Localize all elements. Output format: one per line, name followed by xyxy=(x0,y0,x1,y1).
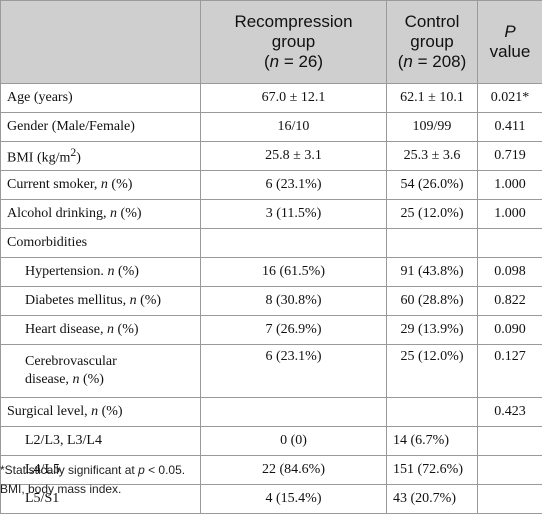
recompression-value: 4 (15.4%) xyxy=(201,485,387,514)
p-value: 0.021* xyxy=(478,84,542,113)
empty-cell xyxy=(387,398,478,427)
row-label: Age (years) xyxy=(1,84,201,113)
control-value: 25 (12.0%) xyxy=(387,345,478,398)
table-row: Gender (Male/Female) 16/10 109/99 0.411 xyxy=(1,113,542,142)
row-label: Hypertension. n (%) xyxy=(1,258,201,287)
p-value: 0.423 xyxy=(478,398,542,427)
recompression-value: 0 (0) xyxy=(201,427,387,456)
p-value: 0.822 xyxy=(478,287,542,316)
header-row: Recompression group (n = 26) Control gro… xyxy=(1,1,542,84)
control-value: 25.3 ± 3.6 xyxy=(387,142,478,171)
row-label: Heart disease, n (%) xyxy=(1,316,201,345)
recompression-value: 22 (84.6%) xyxy=(201,456,387,485)
table-row: Alcohol drinking, n (%) 3 (11.5%) 25 (12… xyxy=(1,200,542,229)
control-value: 109/99 xyxy=(387,113,478,142)
row-label: L2/L3, L3/L4 xyxy=(1,427,201,456)
row-label: Alcohol drinking, n (%) xyxy=(1,200,201,229)
table-row: Comorbidities xyxy=(1,229,542,258)
recompression-value: 16/10 xyxy=(201,113,387,142)
empty-cell xyxy=(387,229,478,258)
p-value: 0.719 xyxy=(478,142,542,171)
section-label: Surgical level, n (%) xyxy=(1,398,201,427)
recompression-value: 6 (23.1%) xyxy=(201,171,387,200)
section-label: Comorbidities xyxy=(1,229,201,258)
recompression-value: 6 (23.1%) xyxy=(201,345,387,398)
table-row: Age (years) 67.0 ± 12.1 62.1 ± 10.1 0.02… xyxy=(1,84,542,113)
table-row: BMI (kg/m2) 25.8 ± 3.1 25.3 ± 3.6 0.719 xyxy=(1,142,542,171)
table-row: Hypertension. n (%) 16 (61.5%) 91 (43.8%… xyxy=(1,258,542,287)
header-blank-cell xyxy=(1,1,201,84)
table-row: Heart disease, n (%) 7 (26.9%) 29 (13.9%… xyxy=(1,316,542,345)
table-row: Current smoker, n (%) 6 (23.1%) 54 (26.0… xyxy=(1,171,542,200)
control-value: 91 (43.8%) xyxy=(387,258,478,287)
recompression-value: 16 (61.5%) xyxy=(201,258,387,287)
table-row: L2/L3, L3/L4 0 (0) 14 (6.7%) xyxy=(1,427,542,456)
control-value: 60 (28.8%) xyxy=(387,287,478,316)
recompression-value: 7 (26.9%) xyxy=(201,316,387,345)
table-row: Surgical level, n (%) 0.423 xyxy=(1,398,542,427)
recompression-value: 67.0 ± 12.1 xyxy=(201,84,387,113)
header-control-group: Control group (n = 208) xyxy=(387,1,478,84)
p-value: 1.000 xyxy=(478,200,542,229)
footnote-bmi: BMI, body mass index. xyxy=(0,482,121,496)
control-value: 43 (20.7%) xyxy=(387,485,478,514)
header-recompression-group: Recompression group (n = 26) xyxy=(201,1,387,84)
empty-cell xyxy=(201,229,387,258)
control-value: 151 (72.6%) xyxy=(387,456,478,485)
footnote-significance: *Statistically significant at p < 0.05. xyxy=(0,463,185,477)
recompression-value: 25.8 ± 3.1 xyxy=(201,142,387,171)
empty-cell xyxy=(478,485,542,514)
row-label: Diabetes mellitus, n (%) xyxy=(1,287,201,316)
recompression-value: 8 (30.8%) xyxy=(201,287,387,316)
table-row: Diabetes mellitus, n (%) 8 (30.8%) 60 (2… xyxy=(1,287,542,316)
header-p-value: P value xyxy=(478,1,542,84)
empty-cell xyxy=(201,398,387,427)
p-value: 0.127 xyxy=(478,345,542,398)
control-value: 54 (26.0%) xyxy=(387,171,478,200)
row-label: BMI (kg/m2) xyxy=(1,142,201,171)
empty-cell xyxy=(478,456,542,485)
p-value: 0.090 xyxy=(478,316,542,345)
control-value: 25 (12.0%) xyxy=(387,200,478,229)
p-value: 0.411 xyxy=(478,113,542,142)
empty-cell xyxy=(478,229,542,258)
control-value: 29 (13.9%) xyxy=(387,316,478,345)
p-value: 0.098 xyxy=(478,258,542,287)
recompression-value: 3 (11.5%) xyxy=(201,200,387,229)
p-value: 1.000 xyxy=(478,171,542,200)
row-label: Gender (Male/Female) xyxy=(1,113,201,142)
row-label: Current smoker, n (%) xyxy=(1,171,201,200)
empty-cell xyxy=(478,427,542,456)
control-value: 14 (6.7%) xyxy=(387,427,478,456)
control-value: 62.1 ± 10.1 xyxy=(387,84,478,113)
